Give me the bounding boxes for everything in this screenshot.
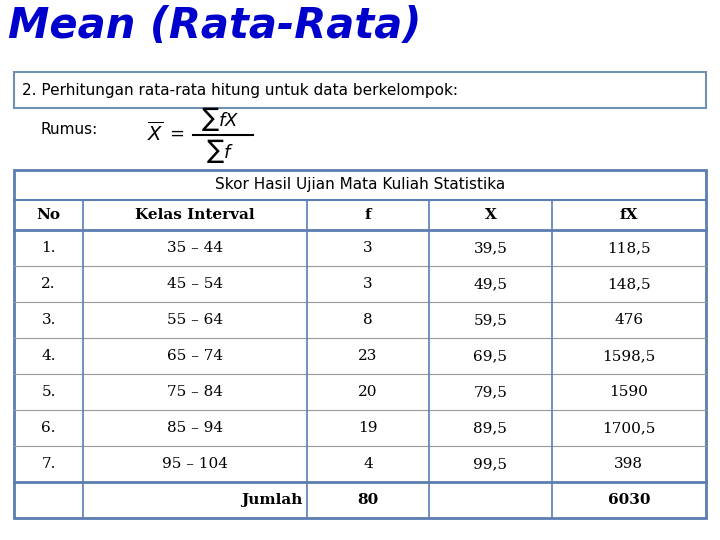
Text: fX: fX: [620, 208, 638, 222]
Text: 3: 3: [363, 277, 373, 291]
Text: 35 – 44: 35 – 44: [167, 241, 223, 255]
Text: Jumlah: Jumlah: [241, 493, 303, 507]
Text: 4: 4: [363, 457, 373, 471]
Text: Mean (Rata-Rata): Mean (Rata-Rata): [8, 5, 421, 47]
Text: 45 – 54: 45 – 54: [167, 277, 223, 291]
Text: 39,5: 39,5: [474, 241, 508, 255]
Text: 7.: 7.: [42, 457, 55, 471]
Text: $\overline{X}$: $\overline{X}$: [147, 121, 163, 145]
Text: 1.: 1.: [41, 241, 56, 255]
Text: 20: 20: [359, 385, 378, 399]
Text: 398: 398: [614, 457, 643, 471]
Text: 476: 476: [614, 313, 644, 327]
Text: 19: 19: [359, 421, 378, 435]
Text: 65 – 74: 65 – 74: [167, 349, 223, 363]
Text: 55 – 64: 55 – 64: [167, 313, 223, 327]
Text: 4.: 4.: [41, 349, 56, 363]
Text: 75 – 84: 75 – 84: [167, 385, 223, 399]
Text: 1590: 1590: [609, 385, 648, 399]
Text: 3: 3: [363, 241, 373, 255]
Text: No: No: [37, 208, 60, 222]
Text: 2. Perhitungan rata-rata hitung untuk data berkelompok:: 2. Perhitungan rata-rata hitung untuk da…: [22, 83, 458, 98]
Text: 80: 80: [357, 493, 379, 507]
Text: 59,5: 59,5: [474, 313, 508, 327]
Text: Rumus:: Rumus:: [40, 123, 97, 138]
Text: $\sum fX$: $\sum fX$: [201, 105, 239, 133]
Text: 85 – 94: 85 – 94: [167, 421, 223, 435]
Text: 6030: 6030: [608, 493, 650, 507]
Bar: [14, 170, 706, 518]
Text: X: X: [485, 208, 496, 222]
Text: 89,5: 89,5: [474, 421, 508, 435]
Text: 8: 8: [363, 313, 373, 327]
Text: $=$: $=$: [166, 124, 184, 142]
Text: 6.: 6.: [41, 421, 56, 435]
Text: 95 – 104: 95 – 104: [162, 457, 228, 471]
Text: 49,5: 49,5: [474, 277, 508, 291]
Bar: [14, 72, 706, 108]
Text: Skor Hasil Ujian Mata Kuliah Statistika: Skor Hasil Ujian Mata Kuliah Statistika: [215, 178, 505, 192]
Text: 23: 23: [359, 349, 378, 363]
Text: 1700,5: 1700,5: [602, 421, 655, 435]
Text: $\sum f$: $\sum f$: [206, 137, 234, 165]
Text: 79,5: 79,5: [474, 385, 508, 399]
Text: 148,5: 148,5: [607, 277, 651, 291]
Text: Kelas Interval: Kelas Interval: [135, 208, 255, 222]
Text: 1598,5: 1598,5: [602, 349, 655, 363]
Text: 5.: 5.: [42, 385, 55, 399]
Text: 69,5: 69,5: [474, 349, 508, 363]
Text: f: f: [364, 208, 372, 222]
Text: 118,5: 118,5: [607, 241, 651, 255]
Text: 99,5: 99,5: [474, 457, 508, 471]
Text: 3.: 3.: [42, 313, 55, 327]
Text: 2.: 2.: [41, 277, 56, 291]
